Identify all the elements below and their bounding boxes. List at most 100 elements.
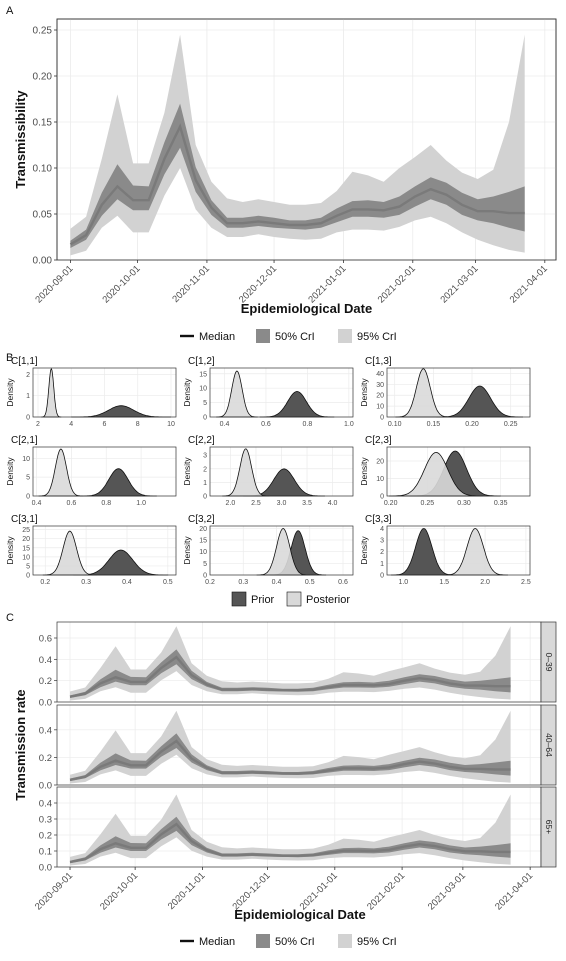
x-tick-label: 2.0: [226, 500, 236, 507]
facet-border: [209, 367, 354, 418]
x-tick-label: 0.5: [305, 579, 315, 586]
x-tick-label: 0.2: [205, 579, 215, 586]
x-tick-label: 2021-03-01: [426, 870, 468, 912]
posterior-density: [222, 448, 270, 497]
y-axis-title: Density: [359, 457, 369, 486]
legend-label-ci50: 50% CrI: [275, 331, 315, 343]
posterior-density: [256, 528, 310, 576]
legend-label-ci95: 95% CrI: [357, 331, 397, 343]
density-facet: C[1,3] 0 10 20 30 40 0.10 0.15 0.20 0.25 Density: [359, 356, 531, 428]
facet-strip-label: 40–64: [544, 733, 554, 757]
y-tick-label: 0: [203, 573, 207, 580]
facet-border: [32, 446, 177, 497]
x-tick-label: 0.4: [32, 500, 42, 507]
x-tick-label: 2020-10-01: [98, 870, 140, 912]
legend-label-median: Median: [199, 936, 235, 948]
posterior-density: [395, 368, 452, 418]
y-tick-label: 0: [380, 494, 384, 501]
y-tick-label: 0.6: [39, 634, 52, 645]
y-tick-label: 0.20: [33, 72, 53, 83]
y-tick-label: 0.2: [39, 831, 52, 842]
x-tick-label: 2021-01-01: [306, 263, 348, 305]
prior-density: [259, 390, 335, 418]
x-tick-label: 1.0: [136, 500, 146, 507]
legend-key-ci95: [338, 329, 352, 343]
y-axis-title: Density: [5, 378, 15, 407]
y-tick-label: 0.25: [33, 26, 53, 37]
x-tick-label: 0.30: [457, 500, 471, 507]
y-tick-label: 0.15: [33, 118, 53, 129]
x-tick-label: 2020-09-01: [33, 870, 75, 912]
x-tick-label: 0.20: [465, 421, 479, 428]
y-tick-label: 5: [203, 561, 207, 568]
density-facet: C[3,3] 0 1 2 3 4 1.0 1.5 2.0 2.5 Density: [359, 514, 531, 586]
density-facet: C[3,2] 0 5 10 15 20 0.2 0.3 0.4 0.5 0.6 Density: [182, 514, 354, 586]
x-tick-label: 2020-12-01: [237, 263, 279, 305]
posterior-density: [389, 451, 484, 497]
x-tick-label: 2021-04-01: [508, 263, 550, 305]
facet-border: [386, 367, 531, 418]
x-tick-label: 2: [36, 421, 40, 428]
y-tick-label: 0.4: [39, 655, 52, 666]
facet-border: [386, 446, 531, 497]
y-tick-label: 0.2: [39, 676, 52, 687]
y-tick-label: 10: [376, 476, 384, 483]
x-tick-label: 8: [136, 421, 140, 428]
median-line: [69, 739, 511, 781]
x-tick-label: 2021-02-01: [365, 870, 407, 912]
facet-strip: [540, 704, 557, 786]
facet-title: C[3,2]: [188, 514, 215, 525]
panel-label: B: [6, 352, 13, 364]
median-line: [69, 655, 511, 698]
y-tick-label: 0: [26, 415, 30, 422]
x-tick-label: 0.25: [421, 500, 435, 507]
density-facet: C[1,2] 0 5 10 15 0.4 0.6 0.8 1.0 Density: [182, 356, 354, 428]
y-tick-label: 0: [203, 494, 207, 501]
x-tick-label: 0.35: [494, 500, 508, 507]
facet-title: C[3,3]: [365, 514, 392, 525]
facet-border: [209, 446, 354, 497]
y-tick-label: 3: [380, 538, 384, 545]
x-tick-label: 2.5: [521, 579, 531, 586]
x-tick-label: 10: [167, 421, 175, 428]
y-tick-label: 1: [380, 561, 384, 568]
panel-label: A: [6, 5, 14, 17]
x-tick-label: 3.5: [302, 500, 312, 507]
y-tick-label: 0.4: [39, 799, 52, 810]
x-tick-label: 0.4: [220, 421, 230, 428]
y-tick-label: 0: [380, 415, 384, 422]
y-tick-label: 1: [203, 480, 207, 487]
facet-strip-label: 0–39: [544, 653, 554, 672]
y-tick-label: 0.00: [33, 256, 53, 267]
panel-a: A 0.00 0.05 0.10 0.15 0.20 0.25 2020-09-01 2020-…: [6, 5, 557, 343]
y-axis-title: Density: [182, 378, 192, 407]
y-tick-label: 10: [199, 549, 207, 556]
y-tick-label: 0.4: [39, 725, 52, 736]
y-tick-label: 10: [376, 404, 384, 411]
prior-density: [391, 528, 457, 576]
y-tick-label: 5: [26, 563, 30, 570]
x-tick-label: 0.15: [427, 421, 441, 428]
x-tick-label: 4.0: [328, 500, 338, 507]
facet-title: C[2,2]: [188, 435, 215, 446]
y-tick-label: 2: [380, 549, 384, 556]
y-tick-label: 0.1: [39, 847, 52, 858]
y-tick-label: 0.0: [39, 863, 52, 874]
x-tick-label: 0.3: [238, 579, 248, 586]
density-facet: C[3,1] 0 5 10 15 20 25 0.2 0.3 0.4 0.5 Density: [5, 514, 177, 586]
x-tick-label: 2021-03-01: [438, 263, 480, 305]
legend-label-posterior: Posterior: [306, 594, 350, 606]
y-tick-label: 20: [22, 536, 30, 543]
x-tick-label: 0.6: [338, 579, 348, 586]
y-tick-label: 0.2: [39, 753, 52, 764]
y-tick-label: 15: [199, 371, 207, 378]
x-tick-label: 2021-02-01: [376, 263, 418, 305]
density-facet: C[2,2] 0 1 2 3 2.0 2.5 3.0 3.5 4.0 Density: [182, 435, 354, 507]
legend-label-prior: Prior: [251, 594, 275, 606]
y-tick-label: 10: [199, 386, 207, 393]
facet-border: [32, 367, 177, 418]
x-tick-label: 2021-04-01: [493, 870, 535, 912]
facet-strip-label: 65+: [544, 820, 554, 834]
posterior-density: [41, 368, 62, 418]
